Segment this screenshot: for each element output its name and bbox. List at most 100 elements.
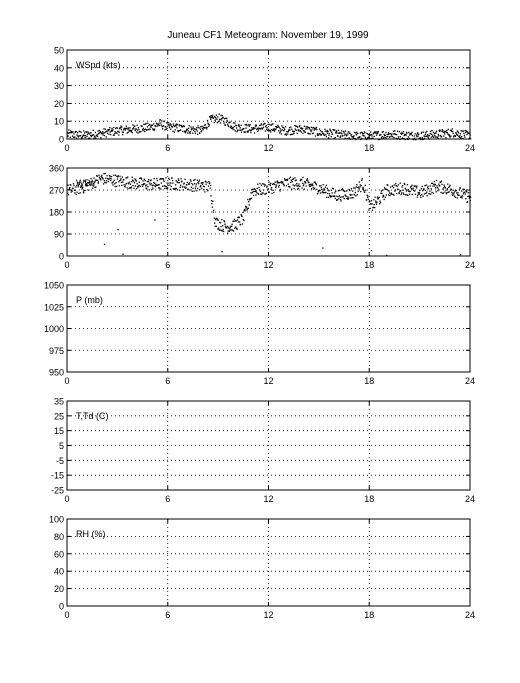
- data-point: [79, 131, 81, 133]
- data-point: [336, 199, 339, 201]
- data-point: [223, 230, 225, 233]
- data-point: [200, 184, 202, 187]
- data-point: [267, 188, 269, 190]
- data-point: [318, 185, 321, 187]
- data-point: [462, 188, 464, 190]
- data-point: [453, 195, 456, 197]
- data-point: [370, 200, 373, 202]
- data-point: [461, 136, 463, 138]
- data-point: [459, 135, 461, 137]
- data-point: [172, 123, 175, 125]
- data-point: [268, 191, 270, 193]
- data-point: [154, 182, 156, 184]
- data-point: [429, 190, 431, 192]
- data-point: [98, 174, 100, 176]
- data-point: [211, 206, 214, 208]
- data-point: [226, 225, 228, 228]
- data-point: [254, 127, 256, 129]
- data-point: [313, 127, 315, 129]
- y-tick-label: 50: [54, 46, 64, 56]
- data-point: [161, 178, 163, 180]
- data-point: [316, 188, 318, 191]
- data-point: [427, 188, 430, 190]
- data-point: [81, 137, 83, 139]
- data-point: [219, 221, 221, 224]
- x-tick-label: 12: [263, 143, 273, 153]
- data-point: [383, 133, 385, 135]
- data-point: [454, 135, 457, 137]
- data-point: [110, 134, 112, 136]
- data-point: [399, 182, 401, 184]
- x-tick-label: 0: [64, 376, 69, 386]
- data-point: [274, 128, 276, 131]
- data-point: [152, 187, 154, 189]
- data-point: [438, 183, 440, 185]
- y-tick-label: 20: [54, 584, 64, 594]
- data-point: [371, 135, 373, 137]
- data-point: [395, 185, 397, 187]
- data-point: [364, 132, 366, 134]
- data-point: [294, 179, 296, 182]
- data-point: [402, 131, 405, 133]
- data-point: [142, 127, 145, 129]
- data-point: [75, 131, 77, 133]
- y-tick-label: 15: [54, 426, 64, 436]
- data-point: [297, 129, 300, 131]
- data-point: [201, 127, 204, 130]
- data-point: [344, 137, 346, 139]
- data-point: [281, 129, 283, 131]
- data-point: [275, 126, 278, 128]
- data-point: [98, 129, 101, 132]
- data-point: [416, 185, 418, 188]
- data-point: [445, 193, 448, 195]
- data-point: [397, 188, 399, 190]
- data-point: [278, 184, 280, 187]
- data-point: [162, 185, 164, 187]
- data-point: [176, 127, 178, 129]
- data-point: [455, 133, 457, 135]
- data-point: [280, 181, 282, 183]
- data-point: [194, 187, 197, 189]
- data-point: [302, 132, 304, 134]
- x-tick-label: 6: [165, 143, 170, 153]
- data-point: [204, 191, 206, 193]
- data-point: [330, 196, 332, 198]
- y-tick-label: 0: [59, 252, 64, 262]
- data-point: [435, 132, 437, 134]
- data-point: [322, 190, 324, 192]
- data-point: [257, 130, 259, 133]
- data-point: [465, 198, 467, 200]
- data-point: [430, 136, 432, 138]
- data-point: [119, 128, 121, 130]
- data-point: [427, 187, 429, 189]
- x-tick-label: 12: [263, 376, 273, 386]
- data-point: [352, 190, 354, 192]
- data-point: [431, 135, 434, 137]
- data-point: [174, 187, 176, 190]
- data-point: [112, 129, 114, 131]
- data-point: [313, 188, 315, 190]
- data-point: [252, 128, 254, 130]
- data-point: [241, 215, 243, 218]
- data-point: [255, 190, 257, 192]
- data-point: [120, 178, 122, 180]
- data-point: [450, 188, 452, 190]
- data-point: [379, 203, 381, 205]
- data-point: [262, 189, 265, 191]
- data-point: [338, 198, 340, 200]
- data-point: [227, 125, 230, 128]
- data-point: [360, 190, 362, 193]
- data-point: [241, 223, 244, 225]
- data-point: [174, 125, 176, 128]
- data-point: [393, 184, 396, 186]
- data-point: [235, 220, 237, 222]
- data-point: [187, 132, 189, 134]
- data-point: [347, 133, 349, 135]
- data-point: [448, 134, 450, 136]
- data-point: [405, 133, 407, 136]
- data-point: [469, 137, 471, 139]
- data-point: [223, 122, 225, 124]
- data-point: [101, 174, 103, 176]
- data-point: [120, 181, 123, 184]
